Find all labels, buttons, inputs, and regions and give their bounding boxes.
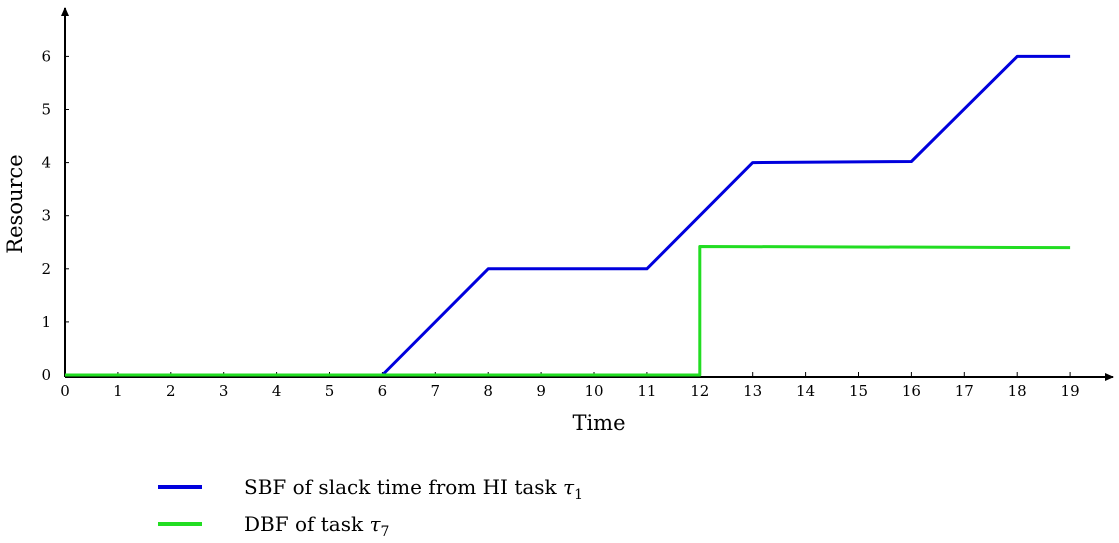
x-tick-label: 13 (743, 382, 762, 400)
y-axis-label: Resource (3, 154, 27, 253)
legend: SBF of slack time from HI task τ1 DBF of … (158, 475, 583, 540)
x-tick-label: 16 (902, 382, 921, 400)
series-line-1 (65, 54, 1071, 377)
x-tick-label: 4 (272, 382, 282, 400)
x-tick-label: 14 (796, 382, 815, 400)
y-tick-label: 3 (41, 207, 51, 225)
series-line-2 (65, 245, 1071, 377)
x-tick-label: 0 (60, 382, 70, 400)
y-tick-label: 0 (41, 366, 51, 384)
x-tick-label: 2 (166, 382, 176, 400)
series-layer (65, 54, 1071, 377)
x-tick-label: 10 (584, 382, 603, 400)
x-tick-label: 7 (431, 382, 441, 400)
x-tick-label: 12 (690, 382, 709, 400)
y-axis-ticks: 0 1 2 3 4 5 6 (41, 47, 69, 384)
x-tick-label: 18 (1008, 382, 1027, 400)
x-tick-label: 19 (1061, 382, 1080, 400)
x-tick-label: 15 (849, 382, 868, 400)
x-tick-label: 5 (325, 382, 335, 400)
y-tick-label: 2 (41, 260, 51, 278)
y-tick-label: 1 (41, 313, 51, 331)
x-axis-label: Time (572, 411, 625, 435)
x-tick-label: 11 (637, 382, 656, 400)
axes (61, 7, 1114, 381)
legend-label-1: SBF of slack time from HI task τ1 (244, 475, 583, 503)
x-tick-label: 1 (113, 382, 123, 400)
y-tick-label: 6 (41, 47, 51, 65)
x-tick-label: 3 (219, 382, 229, 400)
legend-label-2: DBF of task τ7 (244, 512, 389, 540)
x-tick-label: 9 (536, 382, 546, 400)
y-tick-label: 5 (41, 101, 51, 119)
x-tick-label: 8 (483, 382, 493, 400)
y-tick-label: 4 (41, 154, 51, 172)
x-tick-label: 17 (955, 382, 974, 400)
x-axis-ticks: 0 1 2 3 4 5 6 7 8 9 10 11 12 13 14 15 16 17 18 19 (60, 372, 1080, 400)
x-tick-label: 6 (378, 382, 388, 400)
